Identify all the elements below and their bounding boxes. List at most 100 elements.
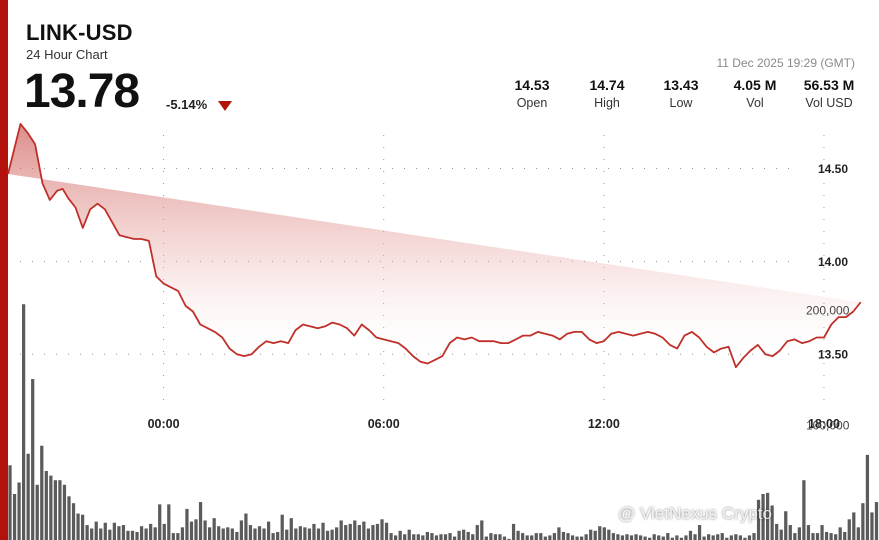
volume-bar [507, 538, 511, 540]
volume-bar [12, 494, 17, 540]
volume-bar [384, 522, 389, 540]
volume-bar [820, 525, 824, 540]
volume-bar [834, 534, 838, 540]
volume-bar [675, 535, 679, 540]
stat-vol-label: Vol [746, 96, 764, 110]
volume-bar [416, 534, 420, 540]
volume-bar [139, 526, 144, 540]
volume-bar [793, 533, 797, 540]
volume-bar [516, 530, 520, 540]
volume-bar [770, 505, 774, 540]
volume-bar [194, 519, 198, 540]
volume-bar [257, 526, 262, 540]
volume-bar [316, 528, 321, 540]
volume-bar [67, 496, 71, 540]
volume-bar [248, 525, 253, 540]
volume-bar [44, 471, 48, 540]
volume-bar [466, 531, 470, 540]
stat-open-value: 14.53 [514, 77, 550, 93]
volume-bar [366, 528, 371, 540]
volume-bar [335, 527, 339, 540]
volume-bar [625, 534, 629, 540]
volume-bar [874, 502, 879, 540]
volume-bar [94, 521, 98, 540]
volume-bar [589, 529, 593, 540]
volume-bar [443, 534, 448, 540]
volume-bar [611, 533, 615, 540]
volume-bar [230, 528, 234, 540]
volume-bar [865, 454, 870, 540]
volume-bar [108, 529, 112, 540]
volume-bar [31, 379, 35, 540]
volume-bar [775, 523, 779, 540]
volume-bar [394, 535, 398, 540]
volume-bar [788, 525, 792, 540]
volume-bar [244, 513, 248, 540]
x-tick-label: 06:00 [368, 417, 400, 431]
volume-bar [430, 533, 434, 540]
volume-bar [765, 492, 770, 540]
volume-bar [484, 536, 488, 540]
volume-bar [638, 535, 643, 540]
volume-bar [521, 533, 525, 540]
stat-low-label: Low [669, 96, 693, 110]
volume-bar [607, 529, 611, 540]
volume-bar [144, 528, 148, 540]
volume-bar [557, 527, 561, 540]
volume-bar [824, 531, 829, 540]
volume-bar [321, 522, 325, 540]
volume-bar [22, 304, 26, 540]
volume-bar [153, 527, 157, 540]
volume-bar [552, 533, 557, 540]
volume-bar [325, 530, 330, 540]
volume-bar [421, 535, 425, 540]
volume-bar [221, 528, 225, 540]
volume-bar [253, 528, 257, 540]
volume-bar [702, 536, 706, 540]
volume-bar [276, 531, 280, 540]
volume-bar [176, 533, 180, 540]
volume-bar [797, 527, 801, 540]
volume-bar [493, 534, 498, 540]
volume-bar [570, 535, 575, 540]
volume-bar [616, 534, 620, 540]
chart-subtitle: 24 Hour Chart [26, 47, 108, 62]
volume-bar [525, 535, 529, 540]
volume-bar [103, 522, 107, 540]
volume-bar [90, 528, 94, 540]
stat-vol: 4.05 M Vol [720, 77, 790, 110]
volume-bar [566, 533, 570, 540]
volume-bar [502, 536, 507, 540]
volume-bar [838, 527, 842, 540]
volume-bar [212, 518, 216, 540]
volume-bar [294, 528, 298, 540]
volume-bar [17, 482, 21, 540]
volume-bar [303, 527, 307, 540]
volume-bar [189, 521, 194, 540]
volume-bar [126, 530, 130, 540]
stat-open-label: Open [516, 96, 548, 110]
volume-bar [738, 535, 743, 540]
volume-bar [167, 504, 171, 540]
stat-vol-usd-label: Vol USD [805, 96, 853, 110]
volume-bar [171, 533, 175, 540]
volume-bar [539, 533, 543, 540]
volume-bar [180, 527, 185, 540]
stat-low-value: 13.43 [663, 77, 699, 93]
volume-bar [530, 535, 534, 540]
volume-bar [688, 530, 693, 540]
volume-bar [861, 503, 865, 540]
x-tick-label: 00:00 [148, 417, 180, 431]
volume-bar [634, 534, 638, 540]
volume-bar [697, 525, 702, 540]
volume-bar [761, 494, 765, 540]
stat-vol-usd-value: 56.53 M [803, 77, 855, 93]
volume-bar [852, 512, 856, 540]
volume-bar [784, 511, 788, 540]
watermark: @ VietNexus Crypto [618, 504, 772, 523]
volume-bar [815, 533, 820, 540]
volume-bar [375, 523, 380, 540]
volume-bar [344, 525, 348, 540]
volume-bar [226, 527, 230, 540]
